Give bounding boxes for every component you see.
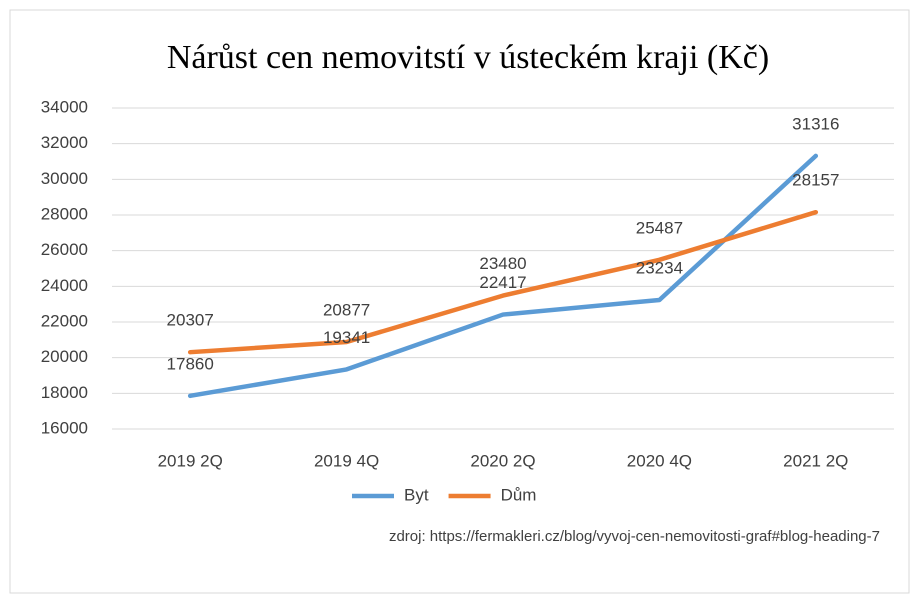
data-label: 25487: [636, 218, 683, 237]
x-tick-label: 2019 4Q: [314, 451, 379, 470]
legend-label: Dům: [501, 485, 537, 504]
data-label: 20307: [167, 311, 214, 330]
source-note: zdroj: https://fermakleri.cz/blog/vyvoj-…: [389, 528, 880, 545]
line-series: [187, 209, 819, 355]
data-label: 20877: [323, 301, 370, 320]
data-label: 28157: [792, 171, 839, 190]
y-tick-label: 26000: [41, 240, 88, 259]
x-tick-label: 2020 4Q: [627, 451, 692, 470]
chart-border: [9, 9, 910, 594]
y-tick-label: 34000: [41, 97, 88, 116]
y-tick-label: 30000: [41, 169, 88, 188]
chart-title: Nárůst cen nemovitstí v ústeckém kraji (…: [167, 39, 769, 76]
y-tick-label: 16000: [41, 418, 88, 437]
data-label: 22417: [479, 273, 526, 292]
y-tick-label: 28000: [41, 204, 88, 223]
x-tick-label: 2020 2Q: [470, 451, 535, 470]
data-label: 23234: [636, 258, 683, 277]
data-label: 31316: [792, 114, 839, 133]
y-tick-label: 20000: [41, 347, 88, 366]
data-label: 19341: [323, 328, 370, 347]
y-tick-label: 32000: [41, 133, 88, 152]
data-label: 23480: [479, 254, 526, 273]
legend-label: Byt: [404, 485, 429, 504]
line-series: [187, 153, 819, 399]
y-tick-label: 24000: [41, 276, 88, 295]
x-tick-label: 2021 2Q: [783, 451, 848, 470]
y-tick-label: 22000: [41, 311, 88, 330]
data-label: 17860: [167, 354, 214, 373]
y-tick-label: 18000: [41, 383, 88, 402]
x-tick-label: 2019 2Q: [158, 451, 223, 470]
